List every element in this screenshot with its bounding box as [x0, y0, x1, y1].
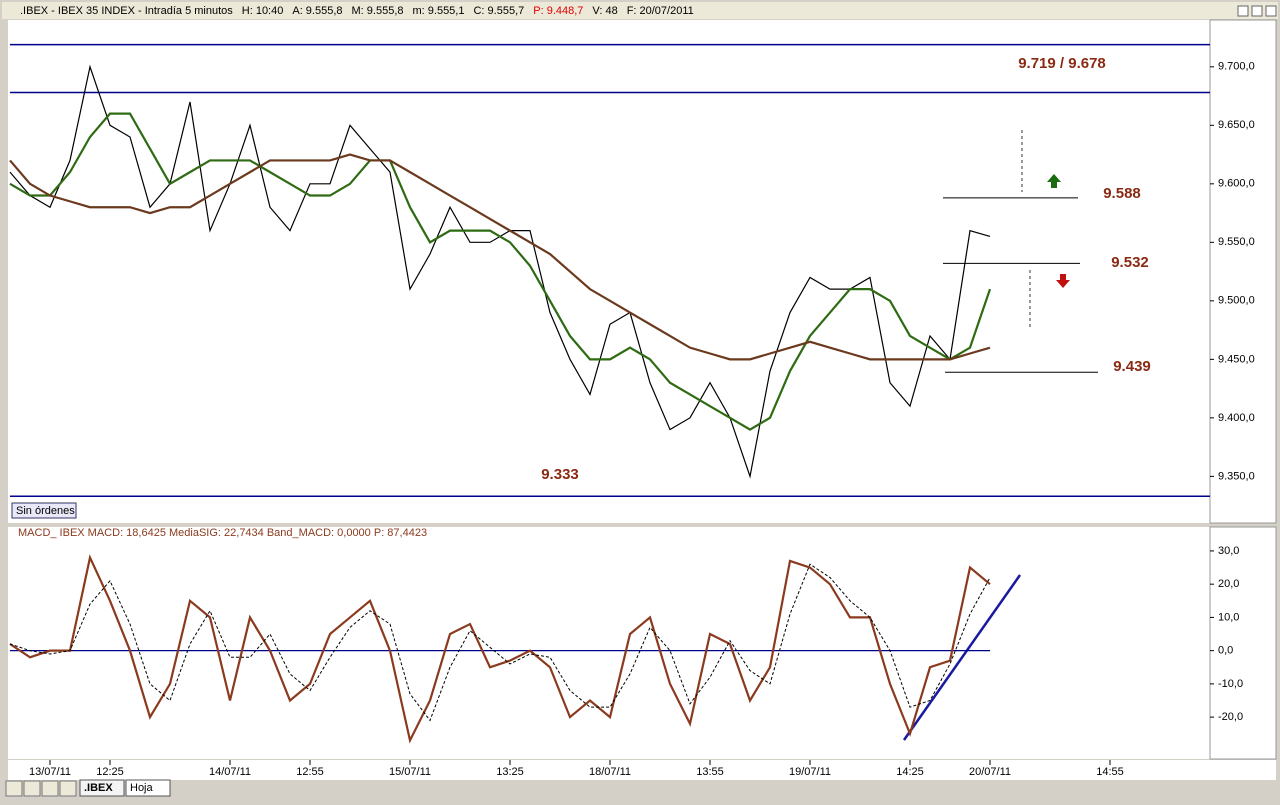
y-tick-label: 9.650,0 [1218, 119, 1255, 131]
header-item: F: 20/07/2011 [627, 5, 694, 17]
y-tick-label: -20,0 [1218, 711, 1243, 723]
tab-bar [0, 780, 1280, 800]
x-tick-label: 20/07/11 [969, 766, 1011, 778]
nav-button[interactable] [41, 780, 59, 797]
sheet-tab-label: .IBEX [84, 782, 113, 794]
y-tick-label: -10,0 [1218, 678, 1243, 690]
header-item: A: 9.555,8 [292, 5, 342, 17]
header: .IBEX - IBEX 35 INDEX - Intradía 5 minut… [20, 5, 694, 17]
price-panel [8, 20, 1210, 523]
nav-button[interactable] [23, 780, 41, 797]
minimize-button[interactable] [1237, 5, 1249, 17]
y-tick-label: 9.500,0 [1218, 295, 1255, 307]
x-tick-label: 14:25 [896, 766, 924, 778]
header-item: m: 9.555,1 [413, 5, 465, 17]
y-tick-label: 30,0 [1218, 545, 1239, 557]
series-line [9, 554, 991, 744]
header-item: C: 9.555,7 [473, 5, 524, 17]
series-line [9, 153, 991, 361]
x-tick-label: 18/07/11 [589, 766, 631, 778]
x-tick-label: 13:55 [696, 766, 724, 778]
series-line [9, 112, 992, 431]
y-tick-label: 0,0 [1218, 645, 1233, 657]
close-button[interactable] [1265, 5, 1277, 17]
y-tick-label: 20,0 [1218, 578, 1239, 590]
header-item: M: 9.555,8 [352, 5, 404, 17]
macd-panel [8, 527, 1210, 759]
level-label: 9.333 [541, 466, 579, 483]
nav-button[interactable] [59, 780, 77, 797]
y-tick-label: 9.600,0 [1218, 178, 1255, 190]
y-tick-label: 9.700,0 [1218, 61, 1255, 73]
down-arrow [1056, 274, 1070, 288]
y-tick-label: 9.350,0 [1218, 470, 1255, 482]
sheet-tab[interactable] [125, 779, 171, 797]
status-box [11, 502, 77, 519]
tabs: .IBEX Hoja [79, 779, 171, 797]
nav-button[interactable] [5, 780, 23, 797]
maximize-button[interactable] [1251, 5, 1263, 17]
status: Sin órdenes [16, 505, 75, 517]
y-tick-label: 9.400,0 [1218, 412, 1255, 424]
x-tick-label: 19/07/11 [789, 766, 831, 778]
level-label: 9.439 [1113, 358, 1151, 375]
x-tick-label: 14:55 [1096, 766, 1124, 778]
header-item: P: 9.448,7 [533, 5, 583, 17]
x-tick-label: 15/07/11 [389, 766, 431, 778]
y-tick-label: 9.550,0 [1218, 236, 1255, 248]
header-item: V: 48 [592, 5, 617, 17]
sheet-tab-label: Hoja [130, 782, 154, 794]
x-tick-label: 12:55 [296, 766, 324, 778]
header-item: .IBEX - IBEX 35 INDEX - Intradía 5 minut… [20, 5, 233, 17]
level-label: 9.532 [1111, 254, 1149, 271]
price-axis-panel [1209, 19, 1277, 524]
trend-line [902, 574, 1022, 741]
up-arrow [1047, 174, 1061, 188]
x-axis-panel [8, 760, 1276, 780]
title-bar [2, 2, 1278, 19]
y-tick-label: 9.450,0 [1218, 353, 1255, 365]
sheet-tab[interactable] [79, 779, 125, 797]
header-item: H: 10:40 [242, 5, 284, 17]
series-line [9, 563, 991, 722]
x-tick-label: 13:25 [496, 766, 524, 778]
level-label: 9.719 / 9.678 [1018, 55, 1106, 72]
x-tick-label: 13/07/11 [29, 766, 71, 778]
y-tick-label: 10,0 [1218, 611, 1239, 623]
x-tick-label: 12:25 [96, 766, 124, 778]
x-tick-label: 14/07/11 [209, 766, 251, 778]
level-label: 9.588 [1103, 185, 1141, 202]
macd-axis-panel [1209, 526, 1277, 760]
macd-title: MACD_ IBEX MACD: 18,6425 MediaSIG: 22,74… [18, 527, 427, 539]
